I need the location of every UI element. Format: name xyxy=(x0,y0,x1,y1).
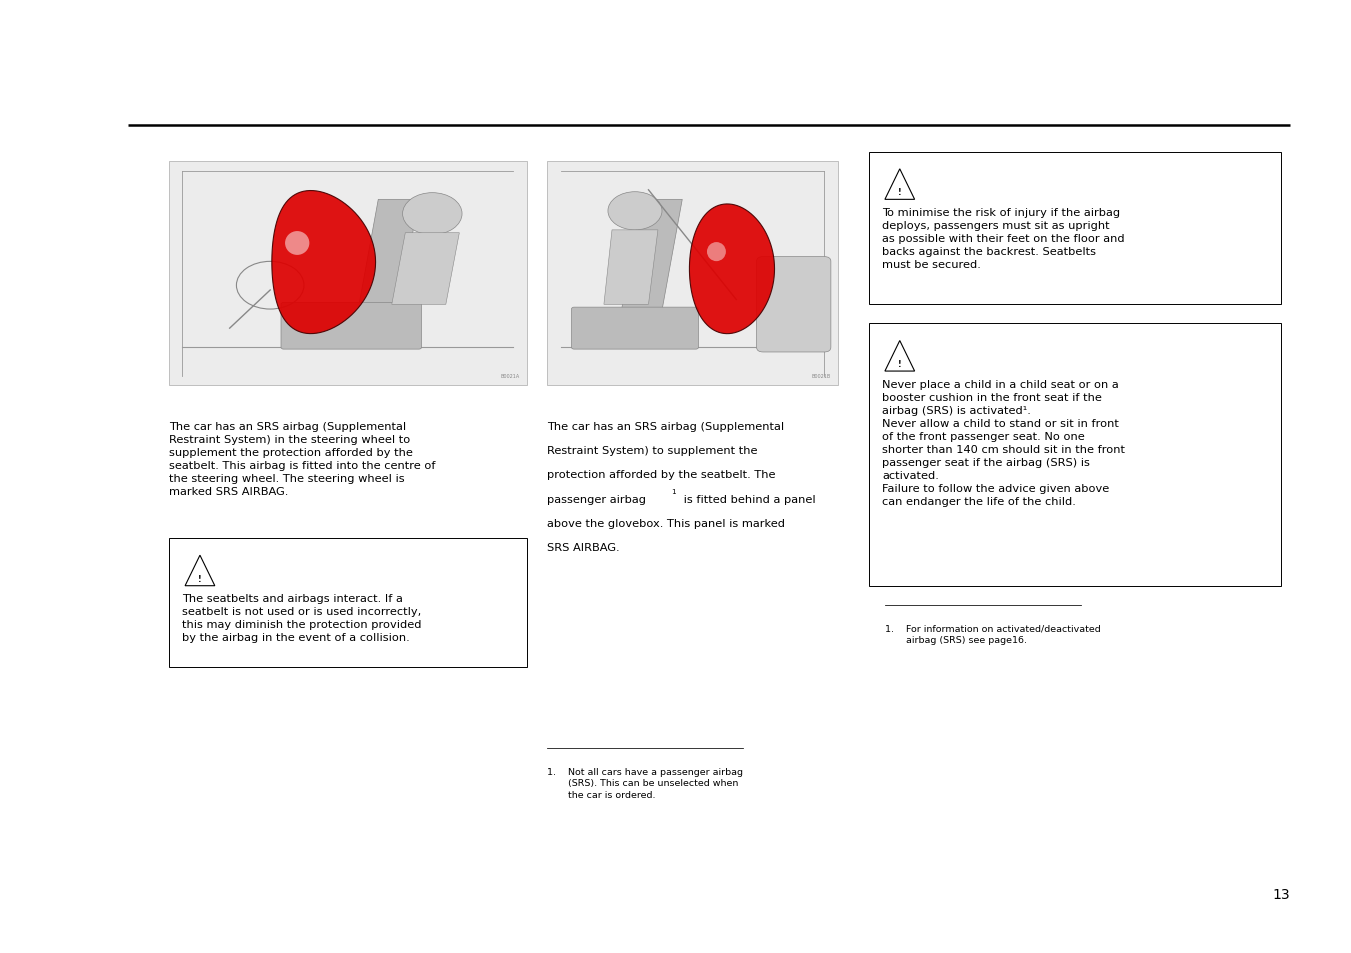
Text: is fitted behind a panel: is fitted behind a panel xyxy=(680,495,815,504)
FancyBboxPatch shape xyxy=(869,152,1281,305)
Text: The car has an SRS airbag (Supplemental
Restraint System) in the steering wheel : The car has an SRS airbag (Supplemental … xyxy=(169,421,435,497)
Text: 1: 1 xyxy=(670,489,676,495)
Text: 13: 13 xyxy=(1273,886,1290,901)
FancyBboxPatch shape xyxy=(571,308,698,350)
Ellipse shape xyxy=(285,232,309,255)
Text: !: ! xyxy=(199,575,201,583)
Polygon shape xyxy=(604,231,658,305)
FancyBboxPatch shape xyxy=(169,162,527,386)
Text: above the glovebox. This panel is marked: above the glovebox. This panel is marked xyxy=(547,518,785,529)
Circle shape xyxy=(403,193,462,235)
Text: protection afforded by the seatbelt. The: protection afforded by the seatbelt. The xyxy=(547,470,775,480)
Text: The seatbelts and airbags interact. If a
seatbelt is not used or is used incorre: The seatbelts and airbags interact. If a… xyxy=(182,594,422,642)
Text: Restraint System) to supplement the: Restraint System) to supplement the xyxy=(547,446,758,456)
Text: 1.    Not all cars have a passenger airbag
       (SRS). This can be unselected : 1. Not all cars have a passenger airbag … xyxy=(547,767,743,799)
Text: The car has an SRS airbag (Supplemental: The car has an SRS airbag (Supplemental xyxy=(547,421,785,431)
FancyBboxPatch shape xyxy=(547,162,838,386)
FancyBboxPatch shape xyxy=(281,303,422,350)
Polygon shape xyxy=(392,233,459,305)
FancyBboxPatch shape xyxy=(869,324,1281,586)
Text: SRS AIRBAG.: SRS AIRBAG. xyxy=(547,543,620,553)
Text: !: ! xyxy=(898,189,901,197)
FancyBboxPatch shape xyxy=(757,257,831,353)
Polygon shape xyxy=(351,200,419,348)
Text: B0021B: B0021B xyxy=(812,374,831,378)
Text: To minimise the risk of injury if the airbag
deploys, passengers must sit as upr: To minimise the risk of injury if the ai… xyxy=(882,208,1125,270)
FancyBboxPatch shape xyxy=(169,538,527,667)
Circle shape xyxy=(608,193,662,231)
Text: passenger airbag: passenger airbag xyxy=(547,495,646,504)
Ellipse shape xyxy=(707,243,725,262)
Polygon shape xyxy=(615,200,682,348)
Polygon shape xyxy=(689,205,774,335)
Text: B0021A: B0021A xyxy=(501,374,520,378)
Text: Never place a child in a child seat or on a
booster cushion in the front seat if: Never place a child in a child seat or o… xyxy=(882,379,1125,507)
Text: 1.    For information on activated/deactivated
       airbag (SRS) see page16.: 1. For information on activated/deactiva… xyxy=(885,624,1101,644)
Text: !: ! xyxy=(898,360,901,369)
Polygon shape xyxy=(272,192,376,335)
